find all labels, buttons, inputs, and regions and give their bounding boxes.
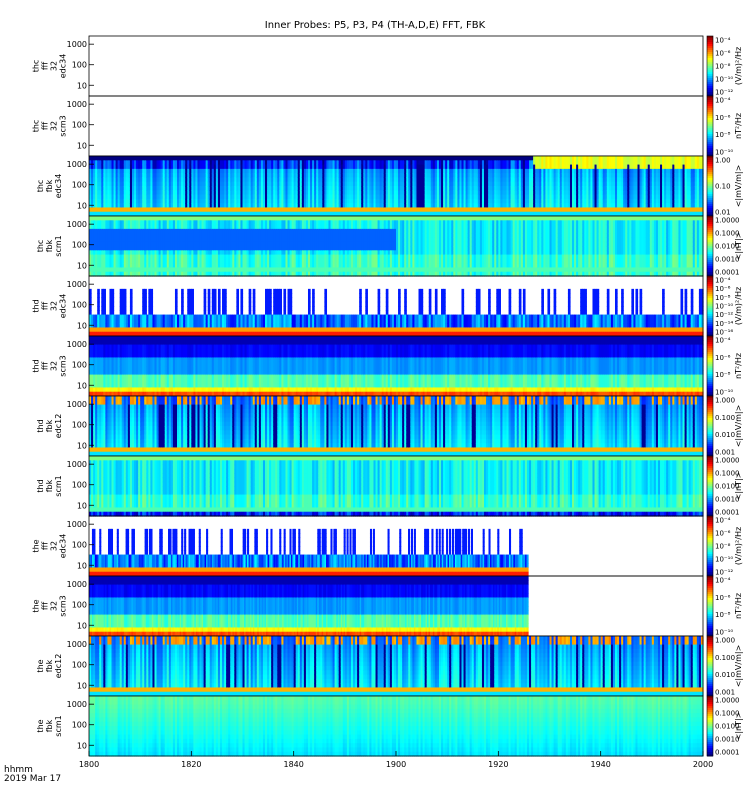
- colorbar-unit: nT²/Hz: [734, 113, 743, 139]
- colorbar-tick-label: 10⁻¹⁰: [715, 76, 733, 84]
- colorbar-tick-label: 10⁻⁸: [715, 63, 731, 71]
- panel-1: 10 100 1000 thcfff32edc34 10⁻⁴ 10⁻⁶ 10⁻⁸ 10⁻¹⁰ 1…: [32, 36, 744, 97]
- colorbar-tick-label: 10⁻⁴: [715, 97, 731, 105]
- y-tick-label: 100: [72, 61, 87, 70]
- colorbar-tick-label: 10⁻⁸: [715, 131, 731, 139]
- panel-label-line: scm3: [59, 115, 68, 136]
- panel-label-line: 32: [50, 61, 59, 71]
- panel-frame: [89, 36, 703, 96]
- panel-label-line: fff: [41, 62, 50, 71]
- panel-label-line: 32: [50, 121, 59, 131]
- y-tick-label: 10: [77, 81, 87, 90]
- colorbar-tick-label: 10⁻¹²: [715, 89, 733, 97]
- panel-frame: [89, 96, 703, 156]
- panel-label-line: edc34: [59, 54, 68, 79]
- colorbar-unit: (V/m)²/Hz: [734, 47, 743, 85]
- colorbar-tick-label: 10⁻⁶: [715, 114, 731, 122]
- panel-label-line: thc: [32, 60, 41, 73]
- y-tick-label: 1000: [67, 100, 87, 109]
- y-tick-label: 1000: [67, 40, 87, 49]
- colorbar-tick-label: 10⁻⁴: [715, 37, 731, 45]
- panel-2: 10 100 1000 thcfff32scm3 10⁻⁴ 10⁻⁶ 10⁻⁸ 10⁻¹⁰ nT…: [32, 96, 744, 157]
- y-tick-label: 100: [72, 121, 87, 130]
- panel-label-line: thc: [32, 120, 41, 133]
- colorbar-tick-label: 10⁻⁶: [715, 50, 731, 58]
- colorbar-tick-label: 10⁻¹⁰: [715, 149, 733, 157]
- panel-label: thcfff32edc34: [32, 54, 68, 79]
- panel-label-line: fff: [41, 122, 50, 131]
- panel-label: thcfff32scm3: [32, 115, 68, 136]
- y-tick-label: 10: [77, 141, 87, 150]
